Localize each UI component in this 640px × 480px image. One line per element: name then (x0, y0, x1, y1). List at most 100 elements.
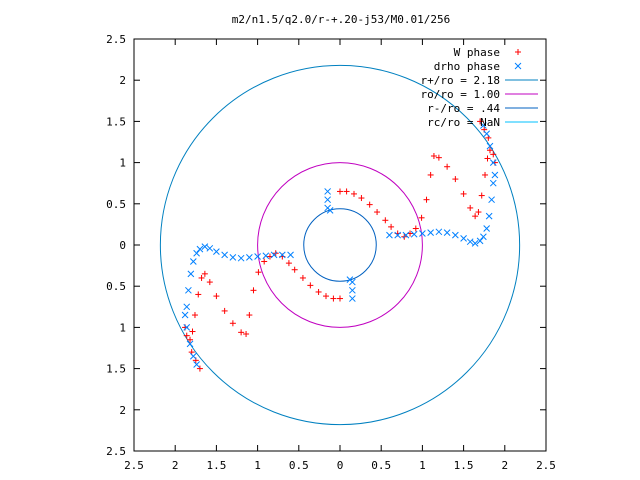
drho-phase-point (466, 238, 474, 246)
drho-phase-point (452, 231, 459, 239)
cross-b (349, 295, 356, 302)
drho-phase-point (183, 324, 191, 331)
w-phase-point (206, 279, 213, 286)
w-phase-point (477, 118, 484, 125)
w-phase-point (475, 209, 482, 216)
legend-label: drho phase (434, 60, 500, 73)
w-phase-point (322, 293, 329, 300)
drho-phase-point (480, 233, 487, 241)
drho-phase-point (278, 251, 286, 259)
w-phase-point (366, 201, 373, 208)
drho-phase-point (427, 229, 434, 236)
drho-phase-point (460, 235, 467, 242)
drho-phase-point (480, 122, 487, 129)
w-phase-point (418, 214, 425, 221)
marks-group (181, 118, 499, 372)
w-phase-point (195, 291, 202, 298)
y-tick-label: 1.5 (106, 115, 126, 128)
cross-b (466, 238, 474, 246)
cross-b (349, 286, 356, 294)
drho-phase-point (349, 295, 356, 302)
cross-b (193, 249, 200, 257)
drho-phase-point (471, 239, 479, 247)
cross-b (489, 159, 497, 166)
drho-phase-point (489, 159, 497, 166)
w-phase-point (490, 151, 497, 158)
cross-b (489, 179, 497, 187)
drho-phase-point (183, 303, 191, 311)
w-phase-point (478, 192, 485, 199)
drho-phase-point (213, 248, 220, 255)
cross-b (324, 188, 331, 195)
drho-phase-point (186, 340, 194, 348)
w-phase-point (467, 204, 474, 211)
y-tick-label: 1 (119, 321, 126, 334)
drho-phase-point (488, 196, 495, 204)
y-tick-label: 1.5 (106, 363, 126, 376)
axis-ticks: 2.5 2 1.5 1 0.5 0 0.5 1 1.5 2 2.52.521.510.500.511… (106, 33, 556, 472)
y-tick-label: 1 (119, 157, 126, 170)
drho-phase-point (485, 212, 493, 220)
cross-b (324, 196, 331, 204)
cross-b (287, 251, 294, 259)
drho-phase-point (324, 188, 331, 195)
w-phase-point (221, 307, 228, 314)
legend-label: ro/ro = 1.00 (421, 88, 500, 101)
drho-phase-point (181, 311, 189, 319)
cross-b (183, 303, 191, 311)
w-phase-point (388, 223, 395, 230)
w-phase-point (358, 195, 365, 202)
y-tick-label: 2.5 (106, 33, 126, 46)
y-tick-label: 0.5 (106, 280, 126, 293)
cross-b (410, 230, 418, 238)
cross-b (435, 228, 443, 236)
w-phase-point (444, 163, 451, 170)
drho-phase-point (483, 130, 491, 138)
drho-phase-point (324, 196, 331, 204)
drho-phase-point (237, 254, 245, 262)
y-tick-label: 0.5 (106, 198, 126, 211)
w-phase-point (484, 155, 491, 162)
x-tick-label: 0.5 (289, 459, 309, 472)
drho-phase-point (483, 225, 491, 232)
cross-b (471, 239, 479, 247)
w-phase-point (452, 176, 459, 183)
drho-phase-point (206, 244, 214, 252)
w-phase-point (213, 293, 220, 300)
drho-phase-point (221, 251, 228, 259)
drho-phase-point (394, 231, 402, 239)
w-phase-point (330, 295, 337, 302)
cross-b (346, 276, 354, 283)
w-phase-point (435, 154, 442, 161)
cross-b (488, 196, 495, 204)
w-phase-point (299, 274, 306, 281)
drho-phase-point (410, 230, 418, 238)
cross-b (485, 212, 493, 220)
x-tick-label: 1 (254, 459, 261, 472)
x-tick-label: 0 (337, 459, 344, 472)
cross-b (452, 231, 459, 239)
legend-label: r+/ro = 2.18 (421, 74, 500, 87)
drho-phase-point (443, 229, 451, 236)
cross-b (480, 122, 487, 129)
cross-b (480, 233, 487, 241)
w-phase-point (337, 295, 343, 302)
x-tick-label: 2 (501, 459, 508, 472)
cross-b (181, 311, 189, 319)
cross-b (483, 130, 491, 138)
w-phase-point (187, 336, 194, 343)
drho-phase-point (287, 251, 294, 259)
circle-r+ro (159, 64, 521, 426)
cross-b (237, 254, 245, 262)
w-phase-point (183, 332, 190, 339)
cross-b (246, 254, 253, 261)
w-phase-point (472, 213, 479, 220)
x-tick-label: 2 (172, 459, 179, 472)
x-tick-label: 0.5 (371, 459, 391, 472)
w-phase-point (191, 312, 198, 319)
y-tick-label: 2 (119, 74, 126, 87)
cross-b (206, 244, 214, 252)
x-tick-label: 1.5 (206, 459, 226, 472)
cross-b (402, 231, 410, 239)
drho-phase-point (270, 251, 278, 259)
